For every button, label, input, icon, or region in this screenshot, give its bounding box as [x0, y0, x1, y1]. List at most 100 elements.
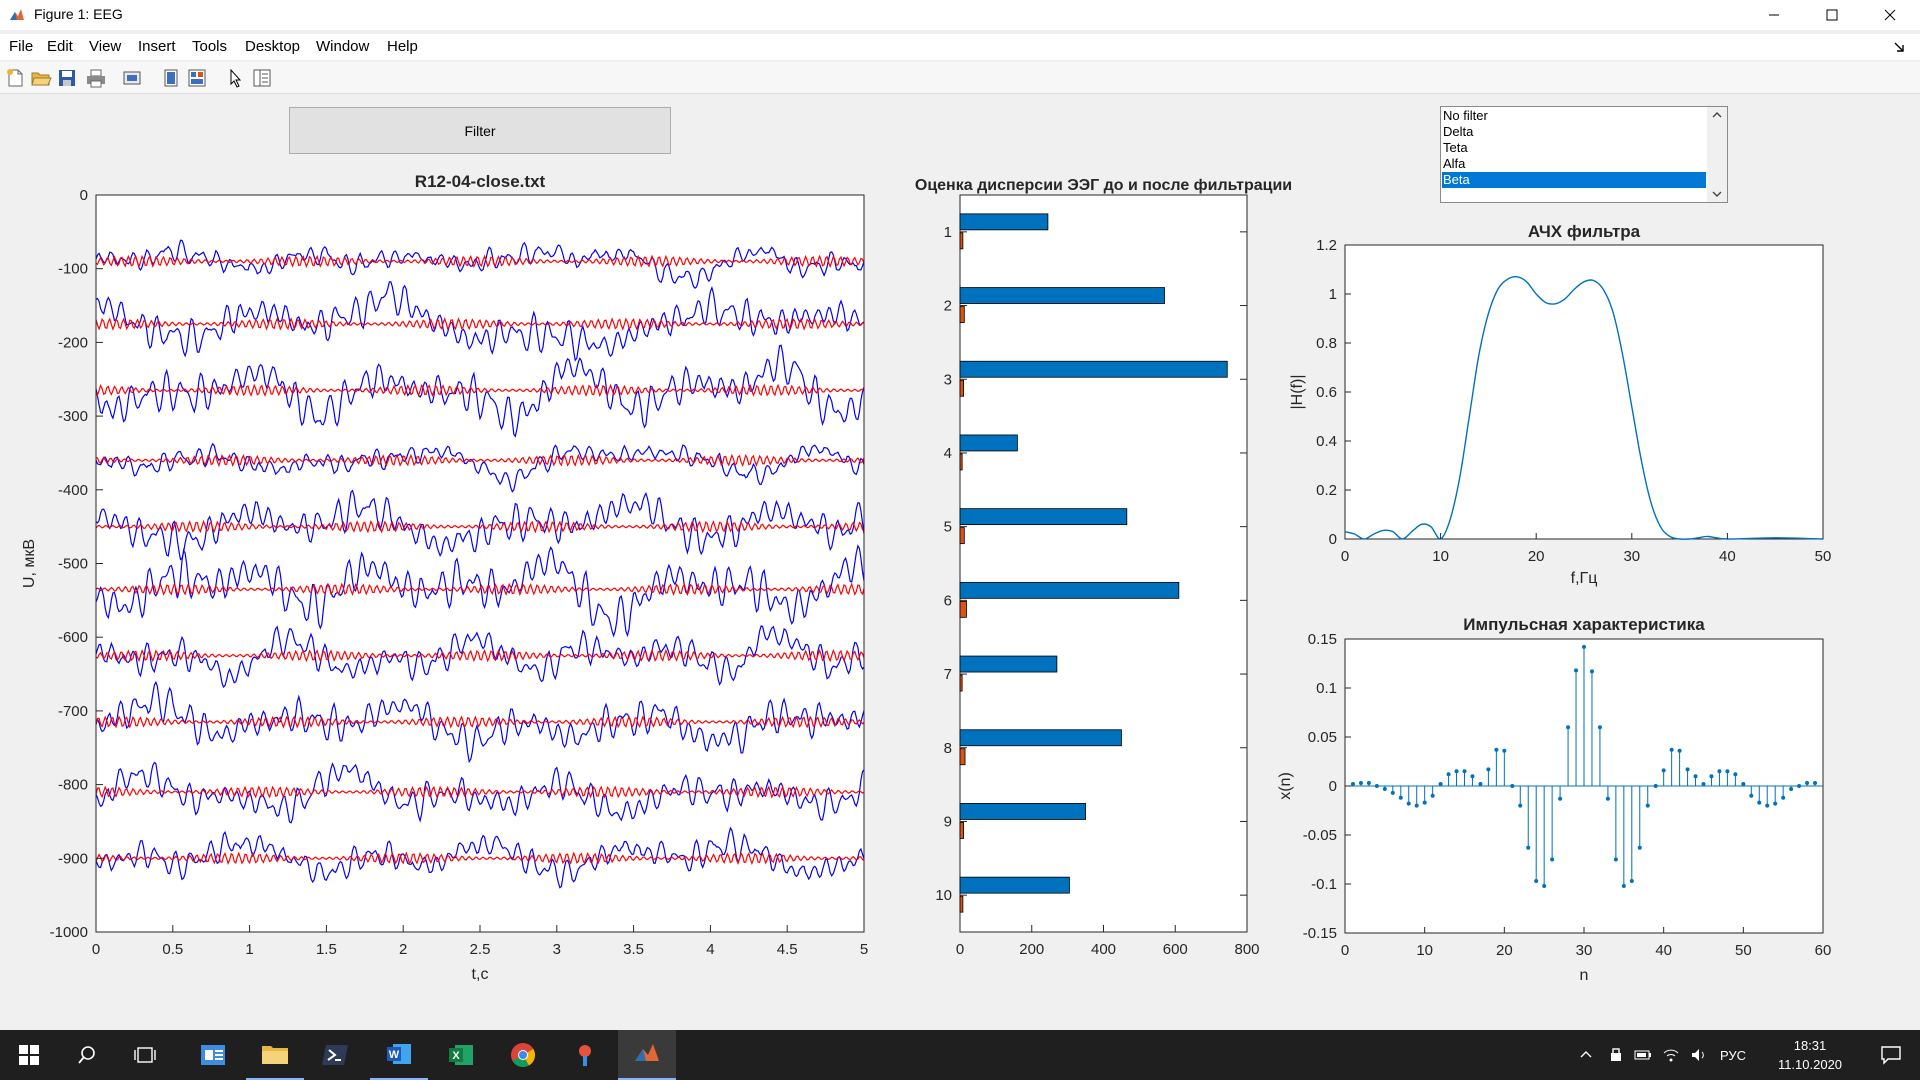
- eeg-raw-channel-3: [95, 344, 865, 438]
- imp-point: [1358, 781, 1363, 786]
- eeg-ytick-label: -200: [58, 334, 88, 351]
- eeg-ylabel: U, мкВ: [21, 539, 38, 588]
- imp-point: [1534, 879, 1539, 884]
- edit-plot-icon[interactable]: [225, 67, 247, 89]
- security-icon[interactable]: [1608, 1047, 1624, 1063]
- maximize-button[interactable]: [1803, 0, 1861, 30]
- eeg-filtered-channel-2: [95, 317, 865, 331]
- imp-ytick-label: 0.05: [1308, 729, 1337, 746]
- imp-point: [1510, 784, 1515, 788]
- eeg-raw-channel-2: [95, 281, 865, 362]
- matlab-icon: [635, 1044, 659, 1061]
- imp-point: [1390, 790, 1395, 795]
- chevron-up-icon[interactable]: [1578, 1047, 1594, 1063]
- clock-time: 18:31: [1793, 1038, 1827, 1053]
- taskbar-app-chrome[interactable]: [494, 1030, 552, 1080]
- imp-xtick-label: 10: [1416, 942, 1433, 959]
- menu-desktop[interactable]: Desktop: [245, 38, 301, 55]
- imp-point: [1446, 772, 1451, 777]
- taskbar-app-explorer[interactable]: [246, 1030, 304, 1080]
- menu-tools[interactable]: Tools: [192, 38, 228, 55]
- eeg-raw-channel-5: [95, 489, 865, 561]
- hide-plot-tools-icon[interactable]: [160, 67, 182, 89]
- wifi-icon[interactable]: [1662, 1047, 1680, 1063]
- scroll-down-icon[interactable]: [1711, 189, 1723, 199]
- filter-option-alfa[interactable]: Alfa: [1443, 156, 1466, 171]
- imp-point: [1725, 769, 1730, 774]
- imp-point: [1597, 725, 1602, 730]
- eeg-xtick-label: 2.5: [470, 941, 491, 958]
- language-indicator[interactable]: РУС: [1720, 1047, 1747, 1063]
- imp-point: [1470, 774, 1475, 779]
- clock[interactable]: 18:31 11.10.2020: [1770, 1036, 1850, 1074]
- volume-icon[interactable]: [1690, 1047, 1708, 1063]
- eeg-plot[interactable]: 0 0.5 1 1.5 2 2.5 3 3.5 4 4.5 5 0 -100 -200 -300 -400 -5…: [21, 172, 868, 983]
- notification-icon: [1881, 1046, 1901, 1065]
- menu-insert[interactable]: Insert: [138, 38, 176, 55]
- eeg-ytick-label: -1000: [50, 924, 88, 941]
- bar-after-6: [959, 600, 967, 618]
- frequency-response-plot[interactable]: 0 10 20 30 40 50 0 0.2 0.4 0.6 0.8 1 1.2 АЧХ фильтра f…: [1289, 222, 1831, 587]
- start-button[interactable]: [0, 1030, 58, 1080]
- filter-option-beta[interactable]: Beta: [1442, 172, 1706, 188]
- taskbar-app-word[interactable]: W: [370, 1030, 428, 1080]
- svg-text:W: W: [389, 1049, 400, 1061]
- imp-point: [1765, 803, 1770, 808]
- battery-icon[interactable]: [1634, 1047, 1652, 1063]
- menu-window[interactable]: Window: [316, 38, 370, 55]
- imp-point: [1813, 781, 1818, 786]
- close-button[interactable]: [1861, 0, 1919, 30]
- task-view-button[interactable]: [116, 1030, 174, 1080]
- filter-option-no-filter[interactable]: No filter: [1443, 108, 1488, 123]
- show-plot-tools-icon[interactable]: [186, 67, 208, 89]
- afc-xlabel: f,Гц: [1571, 570, 1598, 587]
- bar-before-9: [959, 803, 1086, 820]
- open-icon[interactable]: [30, 67, 52, 89]
- eeg-raw-channel-7: [95, 625, 865, 689]
- save-icon[interactable]: [56, 67, 78, 89]
- menu-edit[interactable]: Edit: [47, 38, 73, 55]
- eeg-xtick-label: 2: [399, 941, 407, 958]
- imp-point: [1709, 774, 1714, 779]
- filter-listbox[interactable]: No filter Delta Teta Alfa Beta: [1440, 106, 1728, 203]
- print-icon[interactable]: [85, 67, 107, 89]
- afc-line: [1344, 276, 1824, 540]
- imp-ytick-label: 0.1: [1316, 680, 1337, 697]
- new-figure-icon[interactable]: [4, 67, 26, 89]
- eeg-xtick-label: 3.5: [623, 941, 644, 958]
- taskbar-app-outlook[interactable]: [184, 1030, 242, 1080]
- search-icon: [78, 1046, 95, 1064]
- taskbar-app-matlab[interactable]: [618, 1030, 676, 1080]
- property-inspector-icon[interactable]: [251, 67, 273, 89]
- listbox-scrollbar[interactable]: [1707, 107, 1727, 202]
- file-explorer-icon: [262, 1046, 288, 1064]
- imp-point: [1366, 781, 1371, 786]
- bar-axes-box: [959, 194, 1248, 933]
- variance-bar-plot[interactable]: 1 2 3 4 5 6 7 8 9 10 0 200 400 600 800 Оценка дисперсии…: [915, 177, 1292, 958]
- dock-arrow-icon[interactable]: [1893, 41, 1905, 53]
- taskbar-app-excel[interactable]: X: [432, 1030, 490, 1080]
- imp-point: [1605, 796, 1610, 801]
- minimize-button[interactable]: [1745, 0, 1803, 30]
- scroll-up-icon[interactable]: [1711, 110, 1723, 120]
- eeg-xtick-label: 5: [860, 941, 868, 958]
- filter-option-teta[interactable]: Teta: [1443, 140, 1468, 155]
- bar-category-label: 10: [935, 887, 952, 904]
- impulse-response-plot[interactable]: 0 10 20 30 40 50 60 0.15 0.1 0.05 0 -0.05 -0.1 -0.15 И…: [1277, 615, 1831, 984]
- print-preview-icon[interactable]: [121, 67, 143, 89]
- taskbar-app-misc[interactable]: [556, 1030, 614, 1080]
- windows-start-icon: [19, 1045, 39, 1065]
- imp-xtick-label: 20: [1496, 942, 1513, 959]
- imp-point: [1398, 795, 1403, 800]
- filter-option-delta[interactable]: Delta: [1443, 124, 1474, 139]
- imp-point: [1685, 767, 1690, 772]
- filter-button[interactable]: Filter: [289, 107, 671, 154]
- search-button[interactable]: [58, 1030, 116, 1080]
- menu-help[interactable]: Help: [387, 38, 418, 55]
- close-icon: [1884, 9, 1896, 21]
- notifications-button[interactable]: [1862, 1030, 1920, 1080]
- menu-file[interactable]: File: [9, 38, 34, 55]
- menu-view[interactable]: View: [89, 38, 122, 55]
- taskbar-app-powershell[interactable]: [306, 1030, 364, 1080]
- imp-point: [1621, 883, 1626, 888]
